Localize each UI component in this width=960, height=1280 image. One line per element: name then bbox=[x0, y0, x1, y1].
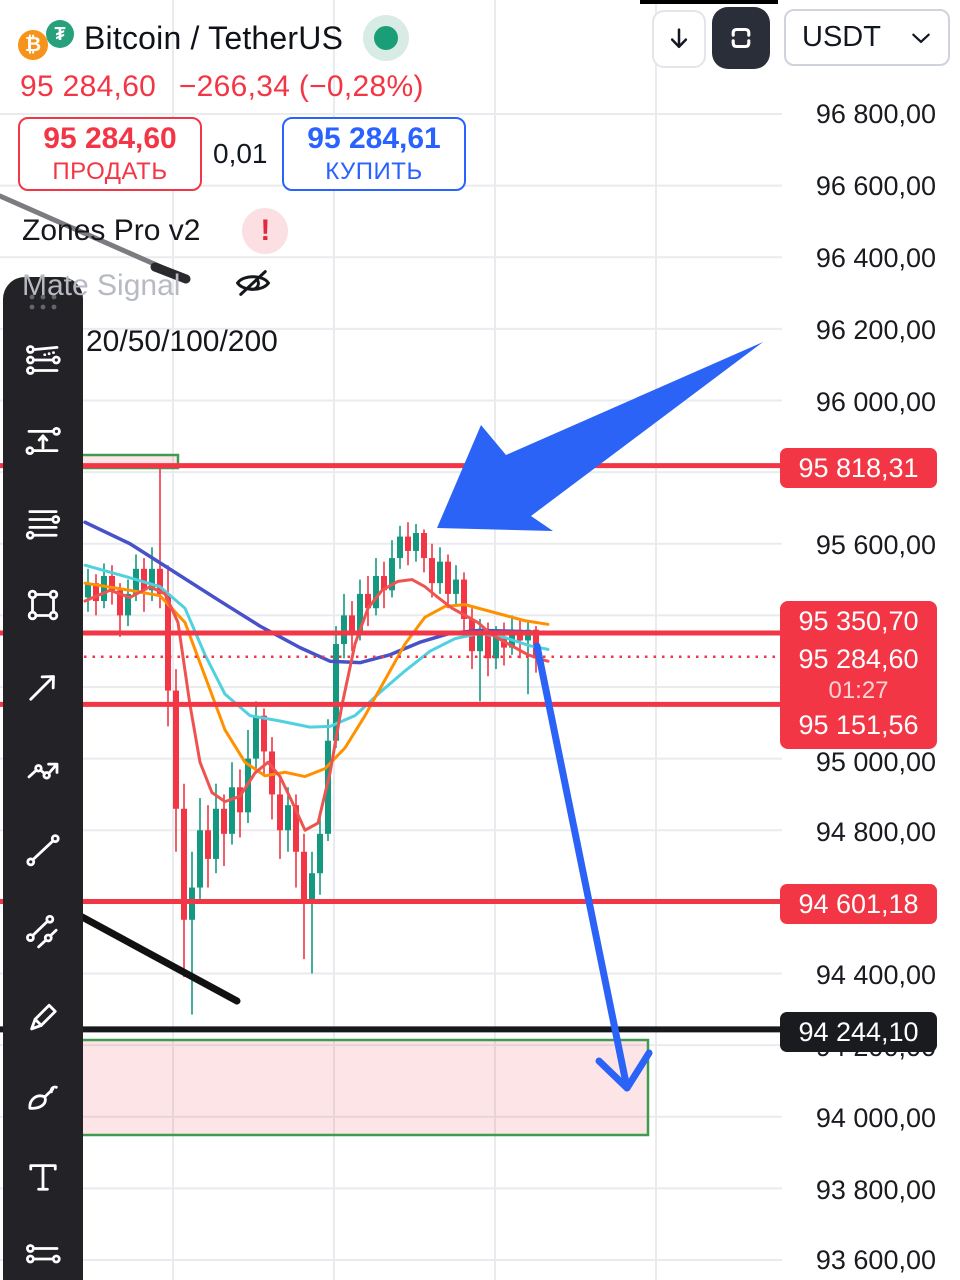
horizontal-ray-icon bbox=[25, 427, 61, 456]
download-button[interactable] bbox=[652, 10, 706, 68]
bitcoin-icon: ₿ bbox=[18, 30, 48, 60]
highlighter-icon bbox=[30, 1003, 57, 1031]
toolbar-drag-handle[interactable] bbox=[25, 285, 61, 319]
tool-brush[interactable] bbox=[3, 1055, 83, 1137]
indicator-zones-pro[interactable]: Zones Pro v2 ! bbox=[22, 208, 289, 254]
tool-arrow[interactable] bbox=[3, 646, 83, 728]
tool-more-lines[interactable] bbox=[3, 1218, 83, 1280]
parallel-channel-icon bbox=[26, 914, 58, 949]
ma-legend-label: 20/50/100/200 bbox=[86, 325, 278, 358]
bar-countdown: 01:27 bbox=[828, 677, 889, 704]
sell-button[interactable]: 95 284,60 ПРОДАТЬ bbox=[18, 117, 202, 191]
price-level-badge: 94 601,18 bbox=[780, 884, 937, 924]
tool-cross-line[interactable] bbox=[3, 319, 83, 401]
buy-button[interactable]: 95 284,61 КУПИТЬ bbox=[282, 117, 466, 191]
currency-selector[interactable]: USDT bbox=[784, 9, 950, 66]
chevron-down-icon bbox=[912, 33, 930, 43]
last-price-and-change: 95 284,60 −266,34 (−0,28%) bbox=[20, 70, 424, 104]
drawing-toolbar bbox=[3, 277, 83, 1280]
price-tick-label: 93 600,00 bbox=[815, 1245, 936, 1275]
tool-highlighter[interactable] bbox=[3, 973, 83, 1055]
indicator-mate-signal-label: Mate Signal bbox=[22, 268, 181, 302]
price-level-value: 95 350,70 bbox=[798, 606, 919, 636]
brush-icon bbox=[28, 1085, 58, 1110]
tool-rectangle[interactable] bbox=[3, 564, 83, 646]
symbol-title: Bitcoin / TetherUS bbox=[84, 19, 344, 56]
last-price: 95 284,60 bbox=[20, 70, 157, 103]
more-lines-icon bbox=[26, 1244, 61, 1264]
price-level-badge: 94 244,10 bbox=[780, 1012, 937, 1052]
buy-price: 95 284,61 bbox=[307, 122, 441, 155]
tether-icon: ₮ bbox=[46, 20, 74, 48]
indicator-ma-legend[interactable]: 20/50/100/200 bbox=[86, 325, 278, 359]
symbol-logo: ₮ ₿ bbox=[16, 12, 78, 64]
arrow-down-icon bbox=[670, 28, 688, 48]
text-icon bbox=[29, 1164, 57, 1192]
price-tick-label: 96 800,00 bbox=[815, 99, 936, 129]
market-status-indicator[interactable] bbox=[363, 15, 410, 61]
price-tick-label: 96 200,00 bbox=[815, 315, 936, 345]
price-tick-label: 95 000,00 bbox=[815, 747, 936, 777]
trend-arrows-icon bbox=[27, 762, 59, 780]
price-level-badge: 95 818,31 bbox=[780, 448, 937, 488]
price-tick-label: 94 000,00 bbox=[815, 1103, 936, 1133]
indicator-zones-pro-label: Zones Pro v2 bbox=[22, 214, 201, 247]
tool-horizontal-ray[interactable] bbox=[3, 400, 83, 482]
alert-exclamation-icon[interactable]: ! bbox=[242, 208, 289, 254]
tool-parallel-channel[interactable] bbox=[3, 891, 83, 973]
spread-value: 0,01 bbox=[213, 138, 268, 169]
price-tick-label: 96 000,00 bbox=[815, 387, 936, 417]
sell-label: ПРОДАТЬ bbox=[52, 158, 168, 185]
screenshot-button[interactable] bbox=[712, 7, 770, 69]
symbol-header[interactable]: ₮ ₿ Bitcoin / TetherUS bbox=[16, 12, 410, 64]
price-tick-label: 94 400,00 bbox=[815, 960, 936, 990]
cross-line-icon bbox=[26, 344, 61, 375]
buy-label: КУПИТЬ bbox=[325, 158, 423, 185]
current-price-badge-block: 95 350,70 95 284,60 01:27 95 151,56 bbox=[780, 601, 937, 749]
tool-parallel-lines[interactable] bbox=[3, 482, 83, 564]
sell-price: 95 284,60 bbox=[43, 122, 177, 155]
tool-text[interactable] bbox=[3, 1137, 83, 1219]
tool-trend-arrows[interactable] bbox=[3, 728, 83, 810]
price-tick-label: 96 600,00 bbox=[815, 171, 936, 201]
price-tick-label: 93 800,00 bbox=[815, 1175, 936, 1205]
indicator-mate-signal[interactable]: Mate Signal bbox=[22, 265, 274, 306]
trend-line-icon bbox=[26, 834, 60, 867]
price-tick-label: 95 600,00 bbox=[815, 530, 936, 560]
currency-selected-value: USDT bbox=[802, 21, 881, 53]
parallel-lines-icon bbox=[25, 510, 61, 540]
price-level-value: 95 284,60 bbox=[798, 644, 919, 674]
price-change: −266,34 (−0,28%) bbox=[178, 70, 424, 103]
rectangle-icon bbox=[27, 589, 59, 621]
price-tick-label: 94 800,00 bbox=[815, 817, 936, 847]
top-edge-line bbox=[640, 0, 778, 4]
price-tick-label: 96 400,00 bbox=[815, 243, 936, 273]
tool-trend-line[interactable] bbox=[3, 809, 83, 891]
eye-off-icon[interactable] bbox=[232, 265, 274, 306]
arrow-icon bbox=[29, 674, 55, 701]
screenshot-frame-icon bbox=[731, 27, 751, 49]
price-level-value: 95 151,56 bbox=[798, 710, 919, 740]
